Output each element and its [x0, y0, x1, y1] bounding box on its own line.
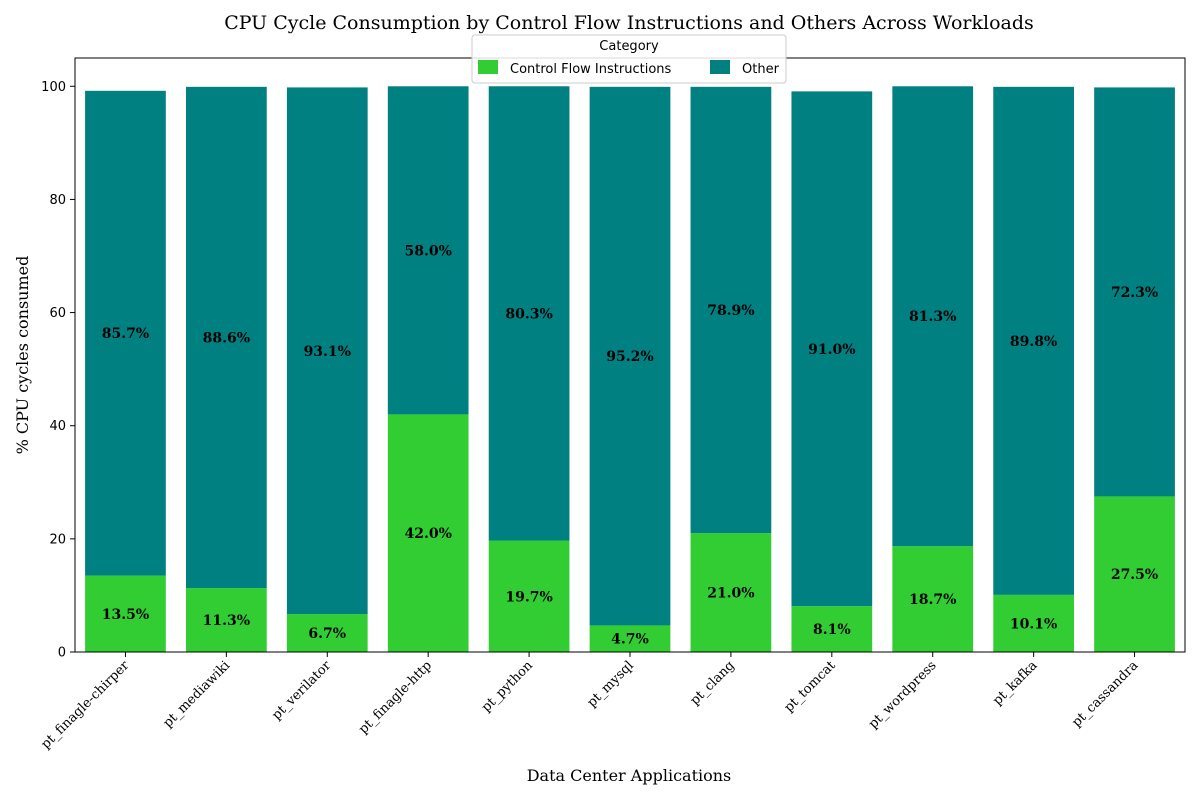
bar-control-flow-pt_mediawiki [186, 588, 267, 652]
y-tick-label: 20 [49, 532, 66, 547]
bar-control-flow-pt_kafka [993, 594, 1074, 652]
bar-control-flow-pt_tomcat [791, 606, 873, 652]
bar-control-flow-pt_finagle-chirper [85, 575, 166, 652]
y-tick-label: 40 [49, 419, 66, 434]
bar-control-flow-pt_cassandra [1094, 496, 1175, 652]
value-label-other-pt_cassandra: 72.3% [1111, 285, 1158, 301]
value-label-control-flow-pt_python: 19.7% [505, 589, 552, 605]
value-label-control-flow-pt_tomcat: 8.1% [813, 622, 851, 638]
value-label-control-flow-pt_mediawiki: 11.3% [203, 613, 250, 629]
value-label-other-pt_wordpress: 81.3% [909, 309, 956, 325]
value-label-control-flow-pt_kafka: 10.1% [1010, 616, 1057, 632]
bar-other-pt_tomcat [791, 91, 873, 607]
legend-swatch-other [710, 60, 730, 74]
bar-control-flow-pt_verilator [286, 614, 368, 652]
legend-swatch-control-flow [478, 60, 498, 74]
x-tick-label-pt_kafka: pt_kafka [990, 658, 1040, 708]
value-label-control-flow-pt_cassandra: 27.5% [1111, 567, 1158, 583]
bar-control-flow-pt_clang [690, 533, 772, 652]
x-tick-label-pt_verilator: pt_verilator [269, 658, 334, 723]
y-axis-label: % CPU cycles consumed [13, 256, 32, 455]
y-tick-label: 80 [49, 193, 66, 208]
x-tick-label-pt_mediawiki: pt_mediawiki [161, 658, 234, 731]
bar-other-pt_finagle-http [387, 86, 469, 415]
x-tick-label-pt_finagle-chirper: pt_finagle-chirper [38, 658, 132, 752]
legend-label-control-flow: Control Flow Instructions [510, 62, 672, 77]
bar-other-pt_python [488, 86, 570, 541]
legend-title: Category [599, 39, 659, 54]
x-tick-label-pt_mysql: pt_mysql [585, 658, 637, 710]
x-axis-label: Data Center Applications [527, 766, 732, 785]
bar-other-pt_mediawiki [186, 86, 267, 589]
value-label-control-flow-pt_finagle-chirper: 13.5% [102, 607, 149, 623]
value-label-other-pt_python: 80.3% [505, 306, 552, 322]
value-label-other-pt_kafka: 89.8% [1010, 334, 1057, 350]
bar-other-pt_clang [690, 86, 772, 534]
value-label-other-pt_tomcat: 91.0% [808, 342, 855, 358]
bar-control-flow-pt_finagle-http [387, 414, 469, 652]
y-tick-label: 0 [58, 646, 66, 661]
bar-other-pt_mysql [589, 86, 671, 626]
bar-other-pt_verilator [286, 87, 368, 615]
value-label-other-pt_verilator: 93.1% [304, 344, 351, 360]
value-label-other-pt_finagle-chirper: 85.7% [102, 326, 149, 342]
y-tick-label: 60 [49, 306, 66, 321]
legend-label-other: Other [742, 62, 780, 77]
value-label-other-pt_finagle-http: 58.0% [404, 243, 451, 259]
value-label-control-flow-pt_finagle-http: 42.0% [404, 526, 451, 542]
bar-control-flow-pt_python [488, 540, 570, 652]
x-tick-label-pt_clang: pt_clang [688, 658, 738, 708]
chart-title: CPU Cycle Consumption by Control Flow In… [224, 12, 1034, 34]
x-tick-label-pt_finagle-http: pt_finagle-http [356, 658, 435, 737]
x-tick-label-pt_python: pt_python [479, 658, 536, 715]
legend: Category Control Flow Instructions Other [471, 34, 787, 84]
bar-other-pt_cassandra [1094, 87, 1175, 497]
value-label-other-pt_mysql: 95.2% [606, 349, 653, 365]
value-labels-group: 13.5% 85.7% 11.3% 88.6% 6.7% 93.1% 42.0% 58.0% 1… [102, 243, 1158, 647]
value-label-control-flow-pt_mysql: 4.7% [611, 632, 649, 648]
x-tick-label-pt_cassandra: pt_cassandra [1069, 658, 1141, 730]
bar-other-pt_kafka [993, 86, 1074, 595]
bar-control-flow-pt_mysql [589, 625, 671, 652]
value-label-other-pt_clang: 78.9% [707, 303, 754, 319]
bar-control-flow-pt_wordpress [892, 546, 974, 652]
x-tick-label-pt_tomcat: pt_tomcat [782, 658, 840, 716]
bar-other-pt_wordpress [892, 86, 974, 547]
legend-box [471, 34, 787, 84]
bar-other-pt_finagle-chirper [85, 90, 166, 576]
value-label-control-flow-pt_clang: 21.0% [707, 586, 754, 602]
y-tick-label: 100 [41, 80, 66, 95]
value-label-control-flow-pt_wordpress: 18.7% [909, 592, 956, 608]
bars-group [85, 86, 1175, 652]
value-label-other-pt_mediawiki: 88.6% [203, 330, 250, 346]
x-tick-label-pt_wordpress: pt_wordpress [866, 658, 940, 732]
value-label-control-flow-pt_verilator: 6.7% [308, 626, 346, 642]
